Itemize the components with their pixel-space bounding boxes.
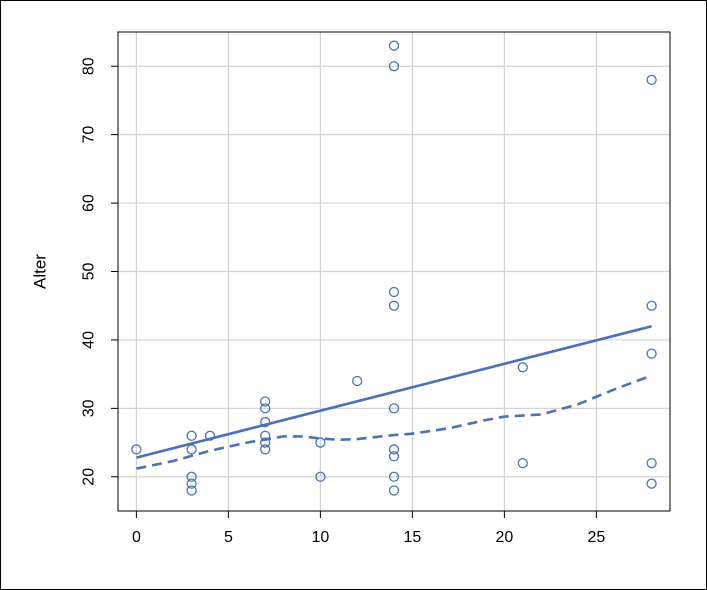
- y-tick-label: 40: [81, 331, 98, 349]
- data-point: [388, 471, 400, 482]
- regression-line: [136, 324, 652, 459]
- x-tick-label: 10: [312, 529, 330, 546]
- data-point: [388, 451, 400, 462]
- data-point: [260, 416, 271, 428]
- data-point: [517, 362, 528, 373]
- data-point: [260, 403, 271, 414]
- y-tick-label: 30: [81, 399, 98, 417]
- data-point: [517, 457, 528, 469]
- x-tick-label: 20: [496, 529, 514, 546]
- data-point: [186, 478, 197, 489]
- data-point: [388, 300, 400, 311]
- y-tick-label: 20: [81, 468, 98, 486]
- data-point: [646, 348, 657, 359]
- data-point: [260, 396, 271, 407]
- x-tick-label: 15: [404, 529, 422, 546]
- data-point: [260, 437, 271, 448]
- y-axis-title: Alter: [31, 254, 50, 289]
- data-point: [388, 40, 400, 51]
- data-point: [315, 471, 326, 482]
- data-point: [186, 444, 197, 455]
- data-point: [260, 444, 271, 455]
- y-tick-label: 80: [81, 57, 98, 75]
- smooth-line: [136, 374, 653, 470]
- data-point: [260, 430, 271, 441]
- y-tick-label: 50: [81, 263, 98, 281]
- data-point: [646, 457, 657, 469]
- y-tick-label: 70: [81, 126, 98, 144]
- data-points: [131, 40, 657, 496]
- grid: [118, 32, 670, 511]
- data-point: [388, 485, 400, 496]
- data-point: [131, 444, 142, 455]
- data-point: [186, 430, 197, 441]
- data-point: [388, 403, 400, 414]
- x-tick-label: 5: [224, 529, 233, 546]
- data-point: [186, 485, 197, 496]
- data-point: [646, 300, 657, 311]
- data-point: [315, 437, 326, 448]
- data-point: [388, 444, 400, 455]
- data-point: [646, 478, 657, 489]
- y-tick-label: 60: [81, 194, 98, 212]
- data-point: [388, 286, 400, 298]
- x-axis: 0 5 10 15 20 25: [132, 511, 605, 546]
- y-axis: 20 30 40 50 60 70 80: [81, 57, 118, 486]
- data-point: [352, 375, 363, 387]
- x-tick-label: 0: [132, 529, 141, 546]
- data-point: [646, 74, 657, 86]
- data-point: [186, 471, 197, 482]
- data-point: [388, 61, 400, 72]
- x-tick-label: 25: [588, 529, 606, 546]
- fit-lines: [136, 324, 653, 470]
- data-point: [204, 430, 216, 441]
